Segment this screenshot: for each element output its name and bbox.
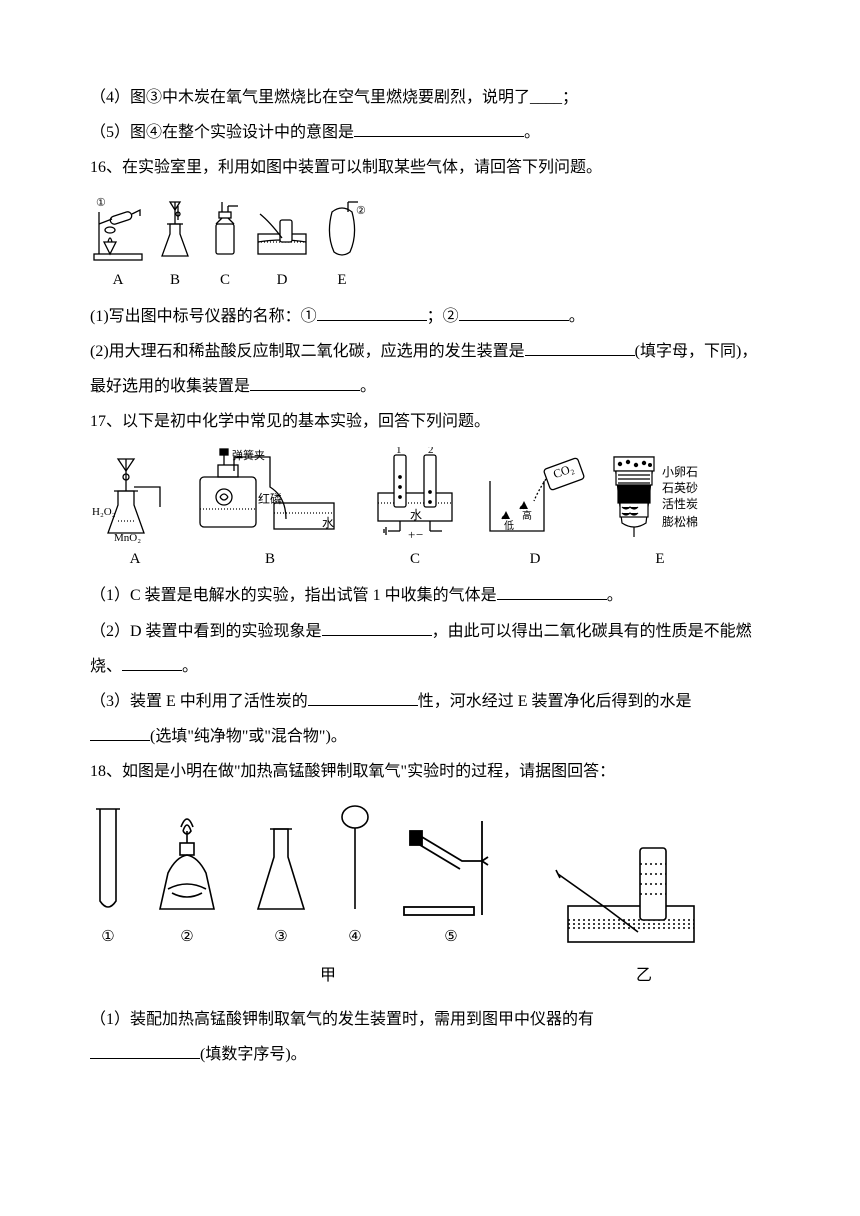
q16-figures: ① A B (90, 194, 770, 297)
q17-appC: 1 2 水 + − C (360, 447, 470, 576)
cap-jia: 甲 (320, 958, 336, 993)
q17-appD: 低 高 CO₂ D (480, 447, 590, 576)
t: (选填"纯净物"或"混合物")。 (150, 728, 347, 745)
q18-app3: ③ (248, 801, 314, 954)
q17-p3: （3）装置 E 中利用了活性炭的 性，河水经过 E 装置净化后得到的水是 (选填"… (90, 684, 770, 754)
q15-5b: 。 (524, 124, 540, 141)
num2: ② (180, 921, 193, 954)
q16-labelA: A (113, 264, 124, 297)
q16-labelE: E (337, 264, 346, 297)
t: (1)写出图中标号仪器的名称：① (90, 308, 317, 325)
num5: ⑤ (444, 921, 457, 954)
num1: ① (101, 921, 114, 954)
blank (497, 581, 607, 600)
t: （1）C 装置是电解水的实验，指出试管 1 中收集的气体是 (90, 587, 497, 604)
q16-labelB: B (170, 264, 180, 297)
t: 。 (607, 587, 623, 604)
q17-p1: （1）C 装置是电解水的实验，指出试管 1 中收集的气体是 。 (90, 578, 770, 613)
svg-text:2: 2 (428, 447, 434, 456)
q16-appC: C (204, 194, 246, 297)
q15-5: （5）图④在整个实验设计中的意图是 。 (90, 115, 770, 150)
blank (322, 616, 432, 635)
svg-text:①: ① (96, 197, 106, 209)
svg-text:红磷: 红磷 (258, 491, 282, 506)
q17-intro: 17、以下是初中化学中常见的基本实验，回答下列问题。 (90, 404, 770, 439)
q16-appE: ② E (318, 194, 366, 297)
svg-text:低: 低 (504, 519, 514, 532)
t: 性，河水经过 E 装置净化后得到的水是 (418, 693, 692, 710)
q17-labelC: C (410, 543, 420, 576)
svg-text:H₂O₂: H₂O₂ (92, 506, 116, 518)
q16-appD: D (252, 194, 312, 297)
q16-labelD: D (277, 264, 288, 297)
q17-labelB: B (265, 543, 275, 576)
cap-yi: 乙 (636, 958, 652, 993)
svg-text:+: + (408, 527, 415, 542)
t: ；② (427, 308, 459, 325)
svg-text:弹簧夹: 弹簧夹 (232, 448, 265, 462)
q17-appA: H₂O₂ MnO₂ A (90, 447, 180, 576)
num3: ③ (274, 921, 287, 954)
t: (2)用大理石和稀盐酸反应制取二氧化碳，应选用的发生装置是 (90, 343, 525, 360)
q17-labelD: D (530, 543, 541, 576)
t: （1）装配加热高锰酸钾制取氧气的发生装置时，需用到图甲中仪器的有 (90, 1011, 594, 1028)
t: （3）装置 E 中利用了活性炭的 (90, 693, 308, 710)
blank (525, 337, 635, 356)
q18-intro: 18、如图是小明在做"加热高锰酸钾制取氧气"实验时的过程，请据图回答： (90, 754, 770, 789)
svg-text:−: − (416, 527, 423, 542)
svg-text:高: 高 (522, 509, 532, 522)
svg-text:②: ② (356, 205, 366, 217)
blank (459, 301, 569, 320)
t: 。 (182, 658, 198, 675)
q16-appA: ① A (90, 194, 146, 297)
q17-figures: H₂O₂ MnO₂ A 弹簧夹 红磷 (90, 447, 770, 576)
q18-app1: ① (90, 801, 126, 954)
t: (填数字序号)。 (200, 1046, 307, 1063)
q15-4: （4）图③中木炭在氧气里燃烧比在空气里燃烧要剧烈，说明了____； (90, 80, 770, 115)
svg-text:MnO₂: MnO₂ (114, 532, 141, 543)
blank (90, 722, 150, 741)
lab-fluffy: 膨松棉 (662, 509, 698, 535)
blank (250, 372, 360, 391)
q18-p1: （1）装配加热高锰酸钾制取氧气的发生装置时，需用到图甲中仪器的有 (填数字序号)… (90, 1002, 770, 1072)
blank (90, 1040, 200, 1059)
svg-text:水: 水 (410, 508, 422, 522)
q17-labelE: E (655, 543, 664, 576)
t: （2）D 装置中看到的实验现象是 (90, 623, 322, 640)
svg-text:1: 1 (396, 447, 402, 456)
blank (308, 687, 418, 706)
q18-app5: ⑤ (396, 801, 506, 954)
q16-labelC: C (220, 264, 230, 297)
q16-appB: B (152, 194, 198, 297)
blank (317, 301, 427, 320)
q18-yi (548, 834, 708, 954)
q15-5a: （5）图④在整个实验设计中的意图是 (90, 124, 354, 141)
q17-appE: 小卵石 石英砂 活性炭 膨松棉 E (600, 447, 720, 576)
blank (122, 652, 182, 671)
q17-labelA: A (130, 543, 141, 576)
q18-captions: 甲 乙 (320, 958, 770, 993)
q16-p2a: (2)用大理石和稀盐酸反应制取二氧化碳，应选用的发生装置是(填字母，下同)，最好… (90, 334, 770, 404)
q18-app4: ④ (336, 801, 374, 954)
q17-p2: （2）D 装置中看到的实验现象是，由此可以得出二氧化碳具有的性质是不能燃烧、。 (90, 614, 770, 684)
q18-figures: ① ② ③ (90, 801, 770, 954)
t: 。 (360, 378, 376, 395)
blank (354, 118, 524, 137)
num4: ④ (348, 921, 361, 954)
svg-text:水: 水 (322, 516, 334, 530)
q17-appB: 弹簧夹 红磷 水 B (190, 447, 350, 576)
q16-p1: (1)写出图中标号仪器的名称：① ；② 。 (90, 299, 770, 334)
q16-intro: 16、在实验室里，利用如图中装置可以制取某些气体，请回答下列问题。 (90, 150, 770, 185)
q18-app2: ② (148, 801, 226, 954)
t: 。 (569, 308, 585, 325)
